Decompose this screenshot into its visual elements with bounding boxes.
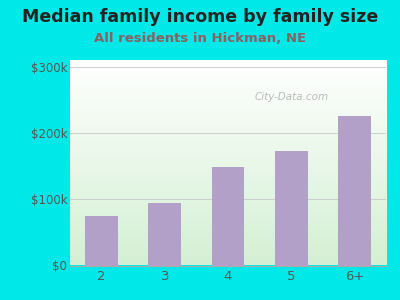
Bar (85, 216, 118, 266)
Text: City-Data.com: City-Data.com (254, 92, 328, 102)
Text: All residents in Hickman, NE: All residents in Hickman, NE (94, 32, 306, 44)
Bar (148, 202, 181, 266)
Bar (338, 116, 371, 266)
Text: Median family income by family size: Median family income by family size (22, 8, 378, 26)
Bar (275, 151, 308, 266)
Bar (212, 167, 244, 266)
